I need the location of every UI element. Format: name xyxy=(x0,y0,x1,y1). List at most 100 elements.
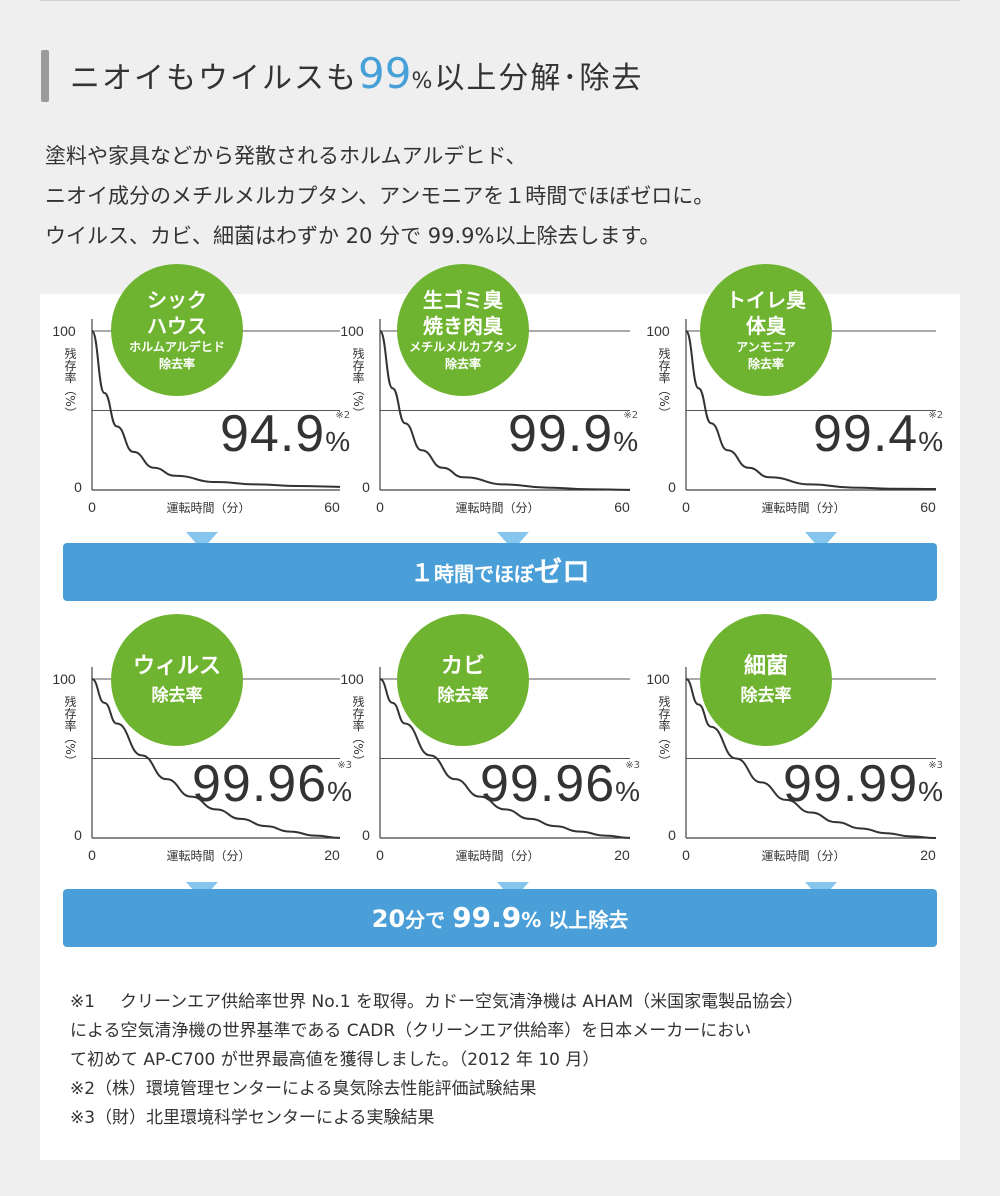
removal-rate: 99.96% ※3 xyxy=(192,758,352,810)
decay-curve xyxy=(379,330,631,491)
x-tick-label: 0 xyxy=(682,847,690,863)
y-tick-label: 100 xyxy=(340,323,364,339)
rate-footnote-ref: ※2 xyxy=(928,410,944,421)
x-axis-label: 運転時間（分） xyxy=(761,501,845,515)
x-axis-label: 運転時間（分） xyxy=(455,849,539,863)
footnote-1-cont: て初めて AP-C700 が世界最高値を獲得しました。（2012 年 10 月） xyxy=(70,1046,803,1075)
footnote-line: （財）北里環境科学センターによる実験結果 xyxy=(95,1108,435,1128)
category-badge: カビ 除去率 xyxy=(397,614,529,746)
category-badge: 細菌 除去率 xyxy=(700,614,832,746)
band2-number: 20 xyxy=(371,905,406,933)
removal-rate: 99.4% ※2 xyxy=(813,408,943,460)
badge-title: 焼き肉臭 xyxy=(423,314,503,338)
footnote-2: ※2（株）環境管理センターによる臭気除去性能評価試験結果 xyxy=(70,1075,803,1104)
footnote-mark: ※2 xyxy=(70,1079,96,1099)
badge-title: シック xyxy=(147,288,207,312)
y-tick-label: 100 xyxy=(340,671,364,687)
footnote-mark: ※3 xyxy=(70,1108,96,1128)
rate-unit: % xyxy=(918,776,944,807)
result-band-twenty-min: 20分で 99.9% 以上除去 xyxy=(63,889,937,947)
band1-text: 時間でほぼ xyxy=(433,562,534,586)
decay-curve xyxy=(685,330,937,491)
heading-big-number: 99 xyxy=(358,49,412,98)
footnote-line: （株）環境管理センターによる臭気除去性能評価試験結果 xyxy=(95,1079,537,1099)
badge-title: 体臭 xyxy=(746,314,786,338)
y-tick-label: 0 xyxy=(668,479,676,495)
rate-footnote-ref: ※2 xyxy=(623,410,639,421)
rate-value: 99.99 xyxy=(783,755,919,813)
footnote-1-cont: による空気清浄機の世界基準である CADR（クリーンエア供給率）を日本メーカーに… xyxy=(70,1017,803,1046)
band2-suffix: % 以上除去 xyxy=(521,908,629,932)
x-tick-label: 0 xyxy=(88,499,96,515)
x-tick-label: 0 xyxy=(376,499,384,515)
badge-subtitle: メチルメルカプタン xyxy=(409,340,517,354)
rate-value: 99.9 xyxy=(508,405,614,463)
badge-subtitle: 除去率 xyxy=(444,357,481,371)
y-tick-label: 0 xyxy=(74,479,82,495)
rate-unit: % xyxy=(615,776,641,807)
badge-subtitle: 除去率 xyxy=(151,686,203,706)
x-tick-label: 0 xyxy=(376,847,384,863)
y-axis-label: 残存率（%） xyxy=(351,347,365,419)
x-tick-label: 20 xyxy=(920,847,936,863)
footnote-3: ※3（財）北里環境科学センターによる実験結果 xyxy=(70,1104,803,1133)
badge-subtitle: 除去率 xyxy=(437,686,489,706)
band1-emphasis: ゼロ xyxy=(533,555,590,588)
heading-text: ニオイもウイルスも99%以上分解･除去 xyxy=(70,46,643,110)
top-divider xyxy=(40,0,960,1)
badge-title: トイレ臭 xyxy=(726,288,806,312)
x-tick-label: 0 xyxy=(682,499,690,515)
y-tick-label: 0 xyxy=(362,827,370,843)
footnote-1: ※1 クリーンエア供給率世界 No.1 を取得。カドー空気清浄機は AHAM（米国… xyxy=(70,988,803,1017)
category-badge: トイレ臭 体臭 アンモニア 除去率 xyxy=(700,264,832,396)
badge-subtitle: 除去率 xyxy=(740,686,792,706)
rate-unit: % xyxy=(918,426,944,457)
y-tick-label: 100 xyxy=(646,323,670,339)
y-tick-label: 0 xyxy=(74,827,82,843)
y-axis-label: 残存率（%） xyxy=(657,695,671,767)
rate-value: 94.9 xyxy=(220,405,326,463)
y-tick-label: 100 xyxy=(646,671,670,687)
category-badge: 生ゴミ臭 焼き肉臭 メチルメルカプタン 除去率 xyxy=(397,264,529,396)
x-axis-label: 運転時間（分） xyxy=(455,501,539,515)
x-axis-label: 運転時間（分） xyxy=(167,501,251,515)
heading-accent-bar xyxy=(41,50,49,102)
heading-prefix: ニオイもウイルスも xyxy=(70,61,358,96)
footnote-line: クリーンエア供給率世界 No.1 を取得。カドー空気清浄機は AHAM（米国家電… xyxy=(120,992,804,1012)
x-tick-label: 60 xyxy=(614,499,630,515)
x-tick-label: 20 xyxy=(324,847,340,863)
rate-value: 99.96 xyxy=(480,755,616,813)
rate-value: 99.96 xyxy=(192,755,328,813)
rate-unit: % xyxy=(327,776,353,807)
removal-rate: 99.99% ※3 xyxy=(783,758,943,810)
y-tick-label: 100 xyxy=(52,323,76,339)
result-band-one-hour: １時間でほぼゼロ xyxy=(63,543,937,601)
heading-percent: % xyxy=(411,69,435,94)
y-tick-label: 100 xyxy=(52,671,76,687)
category-badge: シック ハウス ホルムアルデヒド 除去率 xyxy=(111,264,243,396)
band1-number: １ xyxy=(409,559,434,587)
y-axis-label: 残存率（%） xyxy=(351,695,365,767)
y-tick-label: 0 xyxy=(362,479,370,495)
decay-curve xyxy=(379,678,631,839)
badge-title: カビ xyxy=(440,654,485,679)
rate-value: 99.4 xyxy=(813,405,919,463)
heading-suffix: 以上分解･除去 xyxy=(434,61,644,96)
y-axis-label: 残存率（%） xyxy=(63,695,77,767)
rate-footnote-ref: ※3 xyxy=(625,760,641,771)
rate-footnote-ref: ※3 xyxy=(928,760,944,771)
badge-subtitle: 除去率 xyxy=(158,357,195,371)
intro-line-2: ニオイ成分のメチルメルカプタン、アンモニアを１時間でほぼゼロに。 xyxy=(45,184,715,208)
x-axis-label: 運転時間（分） xyxy=(761,849,845,863)
footnote-line: て初めて AP-C700 が世界最高値を獲得しました。（2012 年 10 月） xyxy=(70,1050,600,1070)
footnotes: ※1 クリーンエア供給率世界 No.1 を取得。カドー空気清浄機は AHAM（米国… xyxy=(70,988,803,1133)
y-axis-label: 残存率（%） xyxy=(657,347,671,419)
badge-subtitle: アンモニア xyxy=(736,340,796,354)
x-tick-label: 60 xyxy=(324,499,340,515)
intro-line-1: 塗料や家具などから発散されるホルムアルデヒド、 xyxy=(45,144,527,168)
